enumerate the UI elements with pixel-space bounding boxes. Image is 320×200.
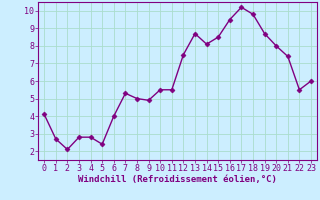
X-axis label: Windchill (Refroidissement éolien,°C): Windchill (Refroidissement éolien,°C): [78, 175, 277, 184]
